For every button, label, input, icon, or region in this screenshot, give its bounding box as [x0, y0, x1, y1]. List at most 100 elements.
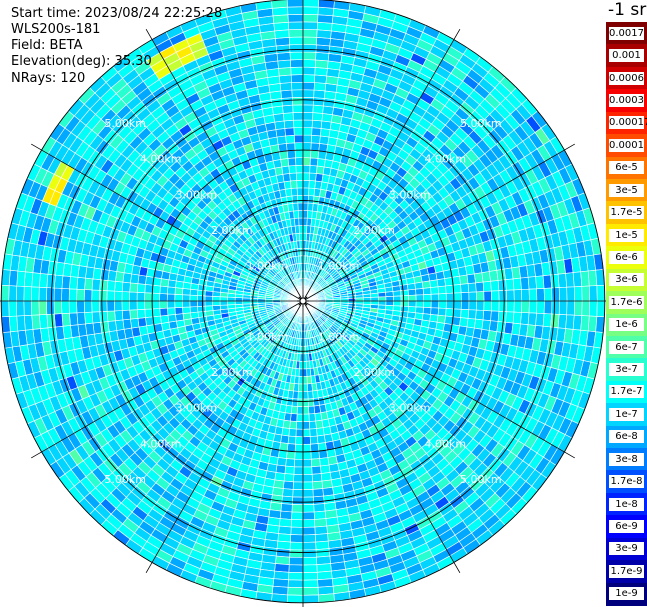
range-gate-cell [302, 519, 316, 528]
range-gate-cell [314, 412, 323, 422]
colorbar-swatch: 0.0003 [606, 89, 647, 113]
range-ring-label: 4.00km [140, 153, 182, 166]
range-gate-cell [314, 59, 329, 69]
range-gate-cell [15, 300, 25, 317]
range-gate-cell [288, 564, 304, 573]
range-gate-cell [272, 14, 289, 24]
range-ring-label: 4.00km [424, 437, 466, 450]
range-gate-cell [190, 311, 200, 320]
range-gate-cell [302, 36, 318, 46]
range-gate-cell [498, 289, 508, 302]
range-gate-cell [61, 300, 70, 314]
range-gate-cell [421, 280, 431, 289]
range-gate-cell [302, 142, 312, 151]
range-gate-cell [287, 157, 297, 167]
range-gate-cell [408, 294, 417, 302]
range-gate-cell [498, 300, 508, 313]
range-gate-cell [181, 294, 191, 302]
range-gate-cell [406, 282, 416, 291]
range-gate-cell [279, 82, 293, 92]
range-gate-cell [291, 504, 304, 513]
range-gate-cell [197, 310, 207, 318]
range-gate-cell [212, 295, 221, 302]
range-gate-cell [370, 292, 379, 298]
range-gate-cell [281, 495, 294, 505]
range-gate-cell [297, 383, 304, 392]
range-gate-cell [306, 368, 312, 377]
range-gate-cell [302, 526, 316, 536]
range-gate-cell [276, 540, 291, 551]
range-gate-cell [302, 428, 311, 438]
range-gate-cell [292, 481, 304, 490]
range-gate-cell [302, 443, 312, 453]
range-gate-cell [316, 555, 331, 566]
range-ring-label: 1.00km [318, 259, 360, 272]
range-gate-cell [76, 312, 86, 326]
range-gate-cell [445, 308, 455, 318]
range-gate-cell [296, 413, 304, 423]
range-gate-cell [121, 300, 131, 311]
range-gate-cell [275, 548, 291, 558]
range-gate-cell [302, 127, 313, 136]
range-gate-cell [234, 300, 244, 305]
colorbar-swatch: 1.7e-6 [606, 291, 647, 315]
range-gate-cell [311, 119, 323, 129]
range-gate-cell [299, 247, 304, 257]
colorbar-tick-label: 3e-7 [609, 363, 644, 377]
range-gate-cell [312, 397, 320, 407]
range-gate-cell [292, 489, 304, 498]
range-gate-cell [278, 74, 292, 84]
range-gate-cell [313, 503, 326, 513]
range-gate-cell [490, 310, 500, 322]
range-gate-cell [302, 210, 309, 219]
range-gate-cell [278, 518, 292, 528]
range-gate-cell [460, 283, 470, 294]
range-gate-cell [159, 307, 169, 317]
range-gate-cell [182, 312, 192, 321]
range-gate-cell [288, 29, 304, 38]
range-gate-cell [302, 13, 319, 23]
range-gate-cell [69, 312, 79, 326]
range-gate-cell [302, 549, 317, 558]
range-gate-cell [302, 134, 313, 144]
range-gate-cell [121, 291, 131, 302]
range-gate-cell [291, 195, 299, 204]
range-gate-cell [315, 44, 331, 54]
range-ring-label: 5.00km [460, 117, 502, 130]
range-gate-cell [307, 390, 314, 400]
range-gate-cell [136, 308, 146, 319]
colorbar-tick-label: 6e-7 [609, 340, 644, 354]
range-gate-cell [535, 312, 545, 327]
range-gate-cell [295, 436, 304, 445]
range-gate-cell [280, 89, 293, 99]
range-gate-cell [483, 300, 492, 312]
range-gate-cell [204, 300, 213, 307]
range-gate-cell [287, 13, 304, 23]
range-gate-cell [378, 300, 387, 306]
range-gate-cell [550, 273, 560, 289]
range-ring-label: 3.00km [389, 188, 431, 201]
range-gate-cell [313, 82, 327, 92]
range-gate-cell [287, 435, 297, 445]
range-gate-cell [297, 195, 304, 204]
range-gate-cell [23, 286, 33, 302]
range-gate-cell [53, 313, 64, 328]
range-gate-cell [227, 300, 236, 306]
range-gate-cell [302, 594, 320, 604]
range-gate-cell [370, 296, 379, 302]
range-gate-cell [284, 188, 293, 198]
range-gate-cell [506, 289, 515, 302]
range-gate-cell [302, 564, 318, 573]
range-gate-cell [273, 21, 290, 32]
colorbar: 0.0017 0.001 0.0006 0.0003 0.00017 0.0001 6e-5… [606, 22, 647, 606]
range-ring-label: 3.00km [176, 402, 218, 415]
range-gate-cell [167, 314, 177, 323]
range-gate-cell [23, 271, 34, 288]
range-gate-cell [415, 294, 425, 302]
range-gate-cell [98, 289, 108, 302]
range-gate-cell [572, 271, 583, 288]
range-gate-cell [302, 66, 316, 76]
range-gate-cell [289, 172, 298, 182]
range-gate-cell [295, 157, 304, 166]
range-gate-cell [38, 273, 49, 288]
